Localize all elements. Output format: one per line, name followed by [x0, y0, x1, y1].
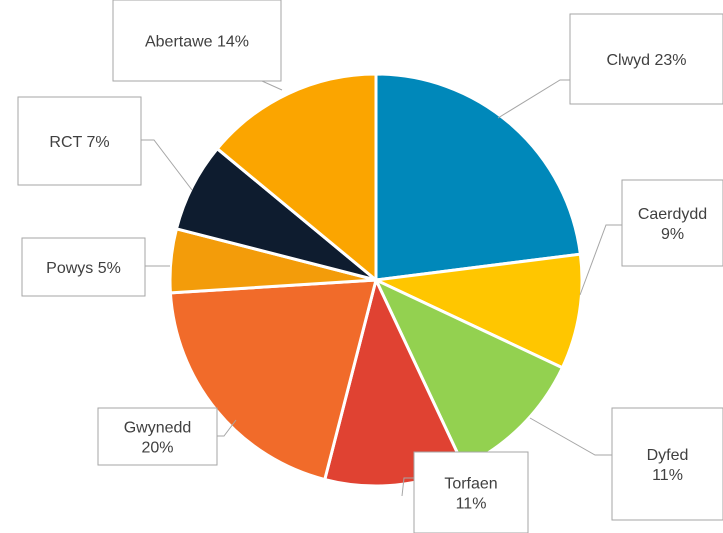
leader-line-torfaen	[401, 477, 414, 497]
leader-line-gwynedd	[217, 419, 237, 437]
callout-box-powys	[21, 237, 146, 297]
data-label-caerdydd: Caerdydd 9%	[638, 206, 707, 243]
callout-box-torfaen	[413, 451, 529, 533]
data-label-powys: Powys 5%	[46, 260, 121, 277]
pie-slices	[168, 72, 584, 488]
callout-box-dyfed	[611, 407, 723, 521]
pie-slice-clwyd	[374, 72, 583, 282]
leader-line-clwyd	[497, 79, 570, 119]
callout-box-caerdydd	[621, 179, 723, 267]
data-label-dyfed: Dyfed 11%	[647, 447, 689, 484]
data-label-gwynedd: Gwynedd 20%	[124, 420, 192, 457]
data-label-callouts: Clwyd 23% Caerdydd 9% Dyfed 11% Torfaen 11% Gwy…	[17, 0, 723, 533]
callout-box-gwynedd	[97, 407, 218, 466]
data-label-torfaen: Torfaen 11%	[444, 476, 497, 513]
callout-box-rct	[17, 96, 142, 186]
pie-slice-caerdydd	[370, 252, 584, 370]
leader-line-abertawe	[258, 80, 283, 91]
callout-box-abertawe	[112, 0, 282, 82]
leader-line-dyfed	[529, 417, 612, 456]
data-label-abertawe: Abertawe 14%	[145, 34, 249, 51]
pie-slice-abertawe	[215, 72, 378, 284]
leader-line-caerdydd	[579, 224, 622, 296]
leader-line-rct	[141, 139, 193, 191]
data-label-clwyd: Clwyd 23%	[606, 52, 686, 69]
callout-box-clwyd	[569, 13, 723, 105]
data-label-rct: RCT 7%	[49, 134, 109, 151]
